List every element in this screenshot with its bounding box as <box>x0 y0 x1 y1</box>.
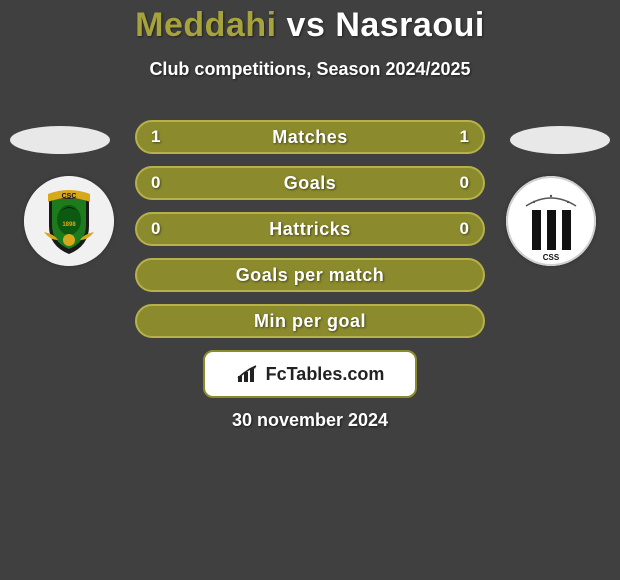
stat-left-value: 0 <box>151 219 160 239</box>
stat-label: Goals <box>284 173 337 194</box>
player2-name: Nasraoui <box>335 6 485 44</box>
stat-right-value: 0 <box>460 219 469 239</box>
stat-right-value: 0 <box>460 173 469 193</box>
comparison-card: Meddahi vs Nasraoui Club competitions, S… <box>0 0 620 580</box>
title-vs: vs <box>287 6 326 44</box>
stat-label: Matches <box>272 127 348 148</box>
stat-row-hattricks: 0 Hattricks 0 <box>135 212 485 246</box>
csc-text: CSC <box>62 193 77 200</box>
stat-left-value: 1 <box>151 127 160 147</box>
page-title: Meddahi vs Nasraoui <box>0 0 620 45</box>
stat-row-gpm: Goals per match <box>135 258 485 292</box>
club-logo-left: CSC 1898 <box>24 176 114 266</box>
css-dot2-icon <box>550 195 552 197</box>
subtitle: Club competitions, Season 2024/2025 <box>0 59 620 80</box>
css-logo-icon: CSS <box>506 176 596 266</box>
csc-ball-icon <box>63 234 75 246</box>
brand-text: FcTables.com <box>266 364 385 385</box>
stat-label: Hattricks <box>269 219 351 240</box>
css-dot3-icon <box>567 201 569 203</box>
css-stripe3 <box>562 210 571 250</box>
stat-row-goals: 0 Goals 0 <box>135 166 485 200</box>
brand-box[interactable]: FcTables.com <box>203 350 417 398</box>
css-stripe1 <box>532 210 541 250</box>
csc-shield-inner <box>57 205 81 235</box>
stat-label: Goals per match <box>236 265 385 286</box>
stat-left-value: 0 <box>151 173 160 193</box>
stat-right-value: 1 <box>460 127 469 147</box>
footer-date: 30 november 2024 <box>0 410 620 431</box>
club-logo-right: CSS <box>506 176 596 266</box>
css-dot1-icon <box>533 201 535 203</box>
csc-logo-icon: CSC 1898 <box>24 176 114 266</box>
stat-row-matches: 1 Matches 1 <box>135 120 485 154</box>
csc-year: 1898 <box>62 222 76 228</box>
stat-rows: 1 Matches 1 0 Goals 0 0 Hattricks 0 Goal… <box>135 120 485 350</box>
stat-row-mpg: Min per goal <box>135 304 485 338</box>
css-stripe2 <box>547 210 556 250</box>
player1-name: Meddahi <box>135 6 276 44</box>
bar-chart-icon <box>236 364 262 384</box>
flag-right <box>510 126 610 154</box>
stat-label: Min per goal <box>254 311 366 332</box>
flag-left <box>10 126 110 154</box>
css-text: CSS <box>543 253 560 262</box>
